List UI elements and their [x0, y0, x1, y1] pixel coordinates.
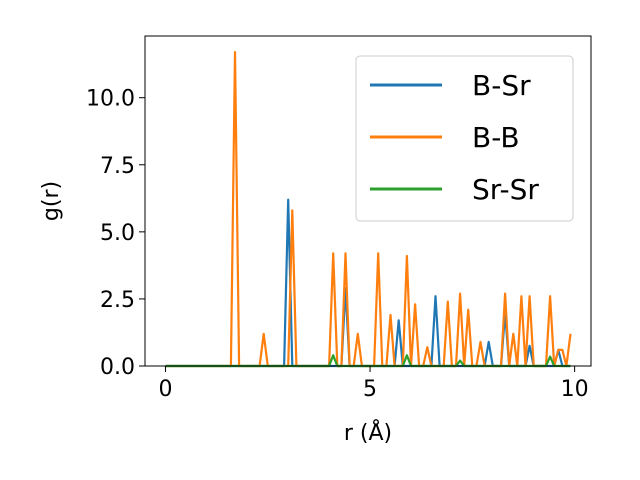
x-axis-label: r (Å): [344, 419, 392, 446]
axes-frame: [144, 35, 592, 367]
y-tick-label: 2.5: [100, 288, 135, 313]
series-line-b-b: [165, 51, 572, 368]
y-axis-label: g(r): [39, 181, 64, 221]
x-tick-label: 10: [561, 377, 589, 402]
legend: B-Sr B-B Sr-Sr: [355, 55, 574, 222]
legend-label-b-b: B-B: [472, 121, 520, 154]
legend-box: [355, 55, 574, 222]
y-tick-label: 0.0: [100, 355, 135, 380]
y-tick-label: 10.0: [86, 87, 135, 112]
axis-ticks: 0 5 10 0.0 2.5 5.0 7.5 10.0: [86, 87, 589, 402]
series-line-b-sr: [165, 198, 571, 368]
legend-label-sr-sr: Sr-Sr: [472, 173, 539, 206]
y-tick-label: 7.5: [100, 154, 135, 179]
legend-label-b-sr: B-Sr: [472, 69, 531, 102]
y-tick-label: 5.0: [100, 221, 135, 246]
x-tick-label: 0: [158, 377, 172, 402]
x-tick-label: 5: [363, 377, 377, 402]
